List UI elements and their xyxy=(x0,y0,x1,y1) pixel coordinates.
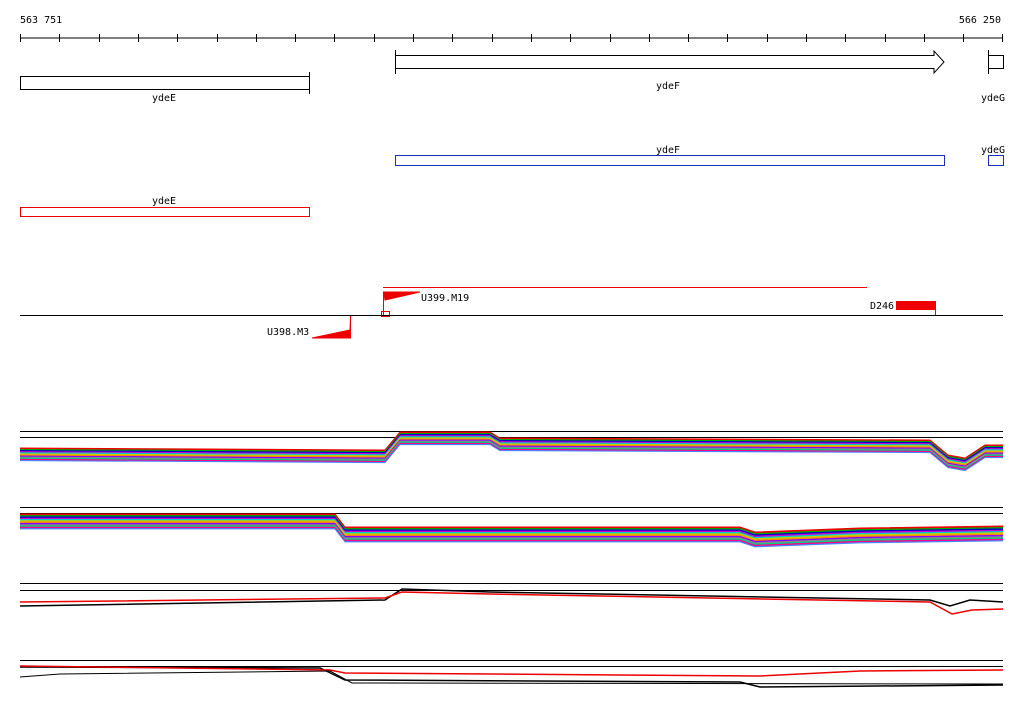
signal-line xyxy=(19,438,1003,466)
signal-line xyxy=(19,588,1004,607)
ruler-ticks xyxy=(20,34,1003,42)
feature-label: U398.M3 xyxy=(267,327,309,338)
signal-line xyxy=(19,439,1003,467)
signal-line xyxy=(19,436,1003,464)
signal-line xyxy=(19,444,1003,472)
ruler-end: 566 250 xyxy=(959,15,1001,26)
feature-label: U399.M19 xyxy=(421,293,469,304)
signal-line xyxy=(19,670,1004,685)
gene-label: ydeF xyxy=(656,81,680,92)
gene-arrow xyxy=(395,49,945,75)
feature-mark xyxy=(381,311,390,317)
cds-box xyxy=(395,155,945,166)
cds-box xyxy=(988,155,1004,166)
gene-label: ydeG xyxy=(981,93,1005,104)
signal-line xyxy=(19,433,1003,461)
feature-box xyxy=(896,301,936,310)
cds-label: ydeE xyxy=(152,196,176,207)
signal-line xyxy=(19,432,1003,460)
feature-flag xyxy=(311,315,351,339)
signal-line xyxy=(20,525,1004,545)
signal-line xyxy=(19,440,1003,468)
signal-line xyxy=(19,435,1003,463)
signal-tracks xyxy=(19,431,1004,688)
feature-label: D246 xyxy=(870,301,894,312)
signal-line xyxy=(19,591,1004,615)
signal-line xyxy=(20,528,1004,548)
gene-box xyxy=(20,76,310,90)
signal-line xyxy=(20,515,1004,535)
signal-line xyxy=(19,666,1004,688)
signal-line xyxy=(19,665,1004,677)
signal-line xyxy=(20,518,1004,538)
signal-line xyxy=(20,513,1004,533)
signal-line xyxy=(19,437,1003,465)
feature-flag xyxy=(382,291,421,316)
cds-box xyxy=(20,207,310,217)
signal-line xyxy=(20,524,1004,544)
cds-label: ydeF xyxy=(656,145,680,156)
signal-line xyxy=(20,514,1004,534)
signal-line xyxy=(19,443,1003,471)
signal-line xyxy=(20,521,1004,541)
cds-label: ydeG xyxy=(981,145,1005,156)
ruler-start: 563 751 xyxy=(20,15,62,26)
signal-line xyxy=(19,441,1003,469)
gene-box xyxy=(988,50,1004,74)
signal-line xyxy=(20,523,1004,543)
signal-line xyxy=(20,527,1004,547)
gene-label: ydeE xyxy=(152,93,176,104)
signal-line xyxy=(20,520,1004,540)
signal-line xyxy=(19,434,1003,462)
signal-line xyxy=(20,516,1004,536)
signal-line xyxy=(20,519,1004,539)
